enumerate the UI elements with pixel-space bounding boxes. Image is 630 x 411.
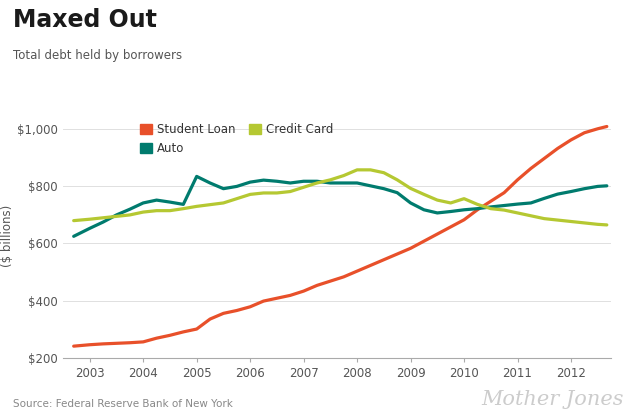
Text: Source: Federal Reserve Bank of New York: Source: Federal Reserve Bank of New York [13, 399, 232, 409]
Text: Total debt held by borrowers: Total debt held by borrowers [13, 49, 181, 62]
Legend: Student Loan, Auto, Credit Card: Student Loan, Auto, Credit Card [140, 123, 333, 155]
Text: Mother Jones: Mother Jones [481, 390, 624, 409]
Y-axis label: ($ billions): ($ billions) [1, 205, 14, 268]
Text: Maxed Out: Maxed Out [13, 8, 156, 32]
